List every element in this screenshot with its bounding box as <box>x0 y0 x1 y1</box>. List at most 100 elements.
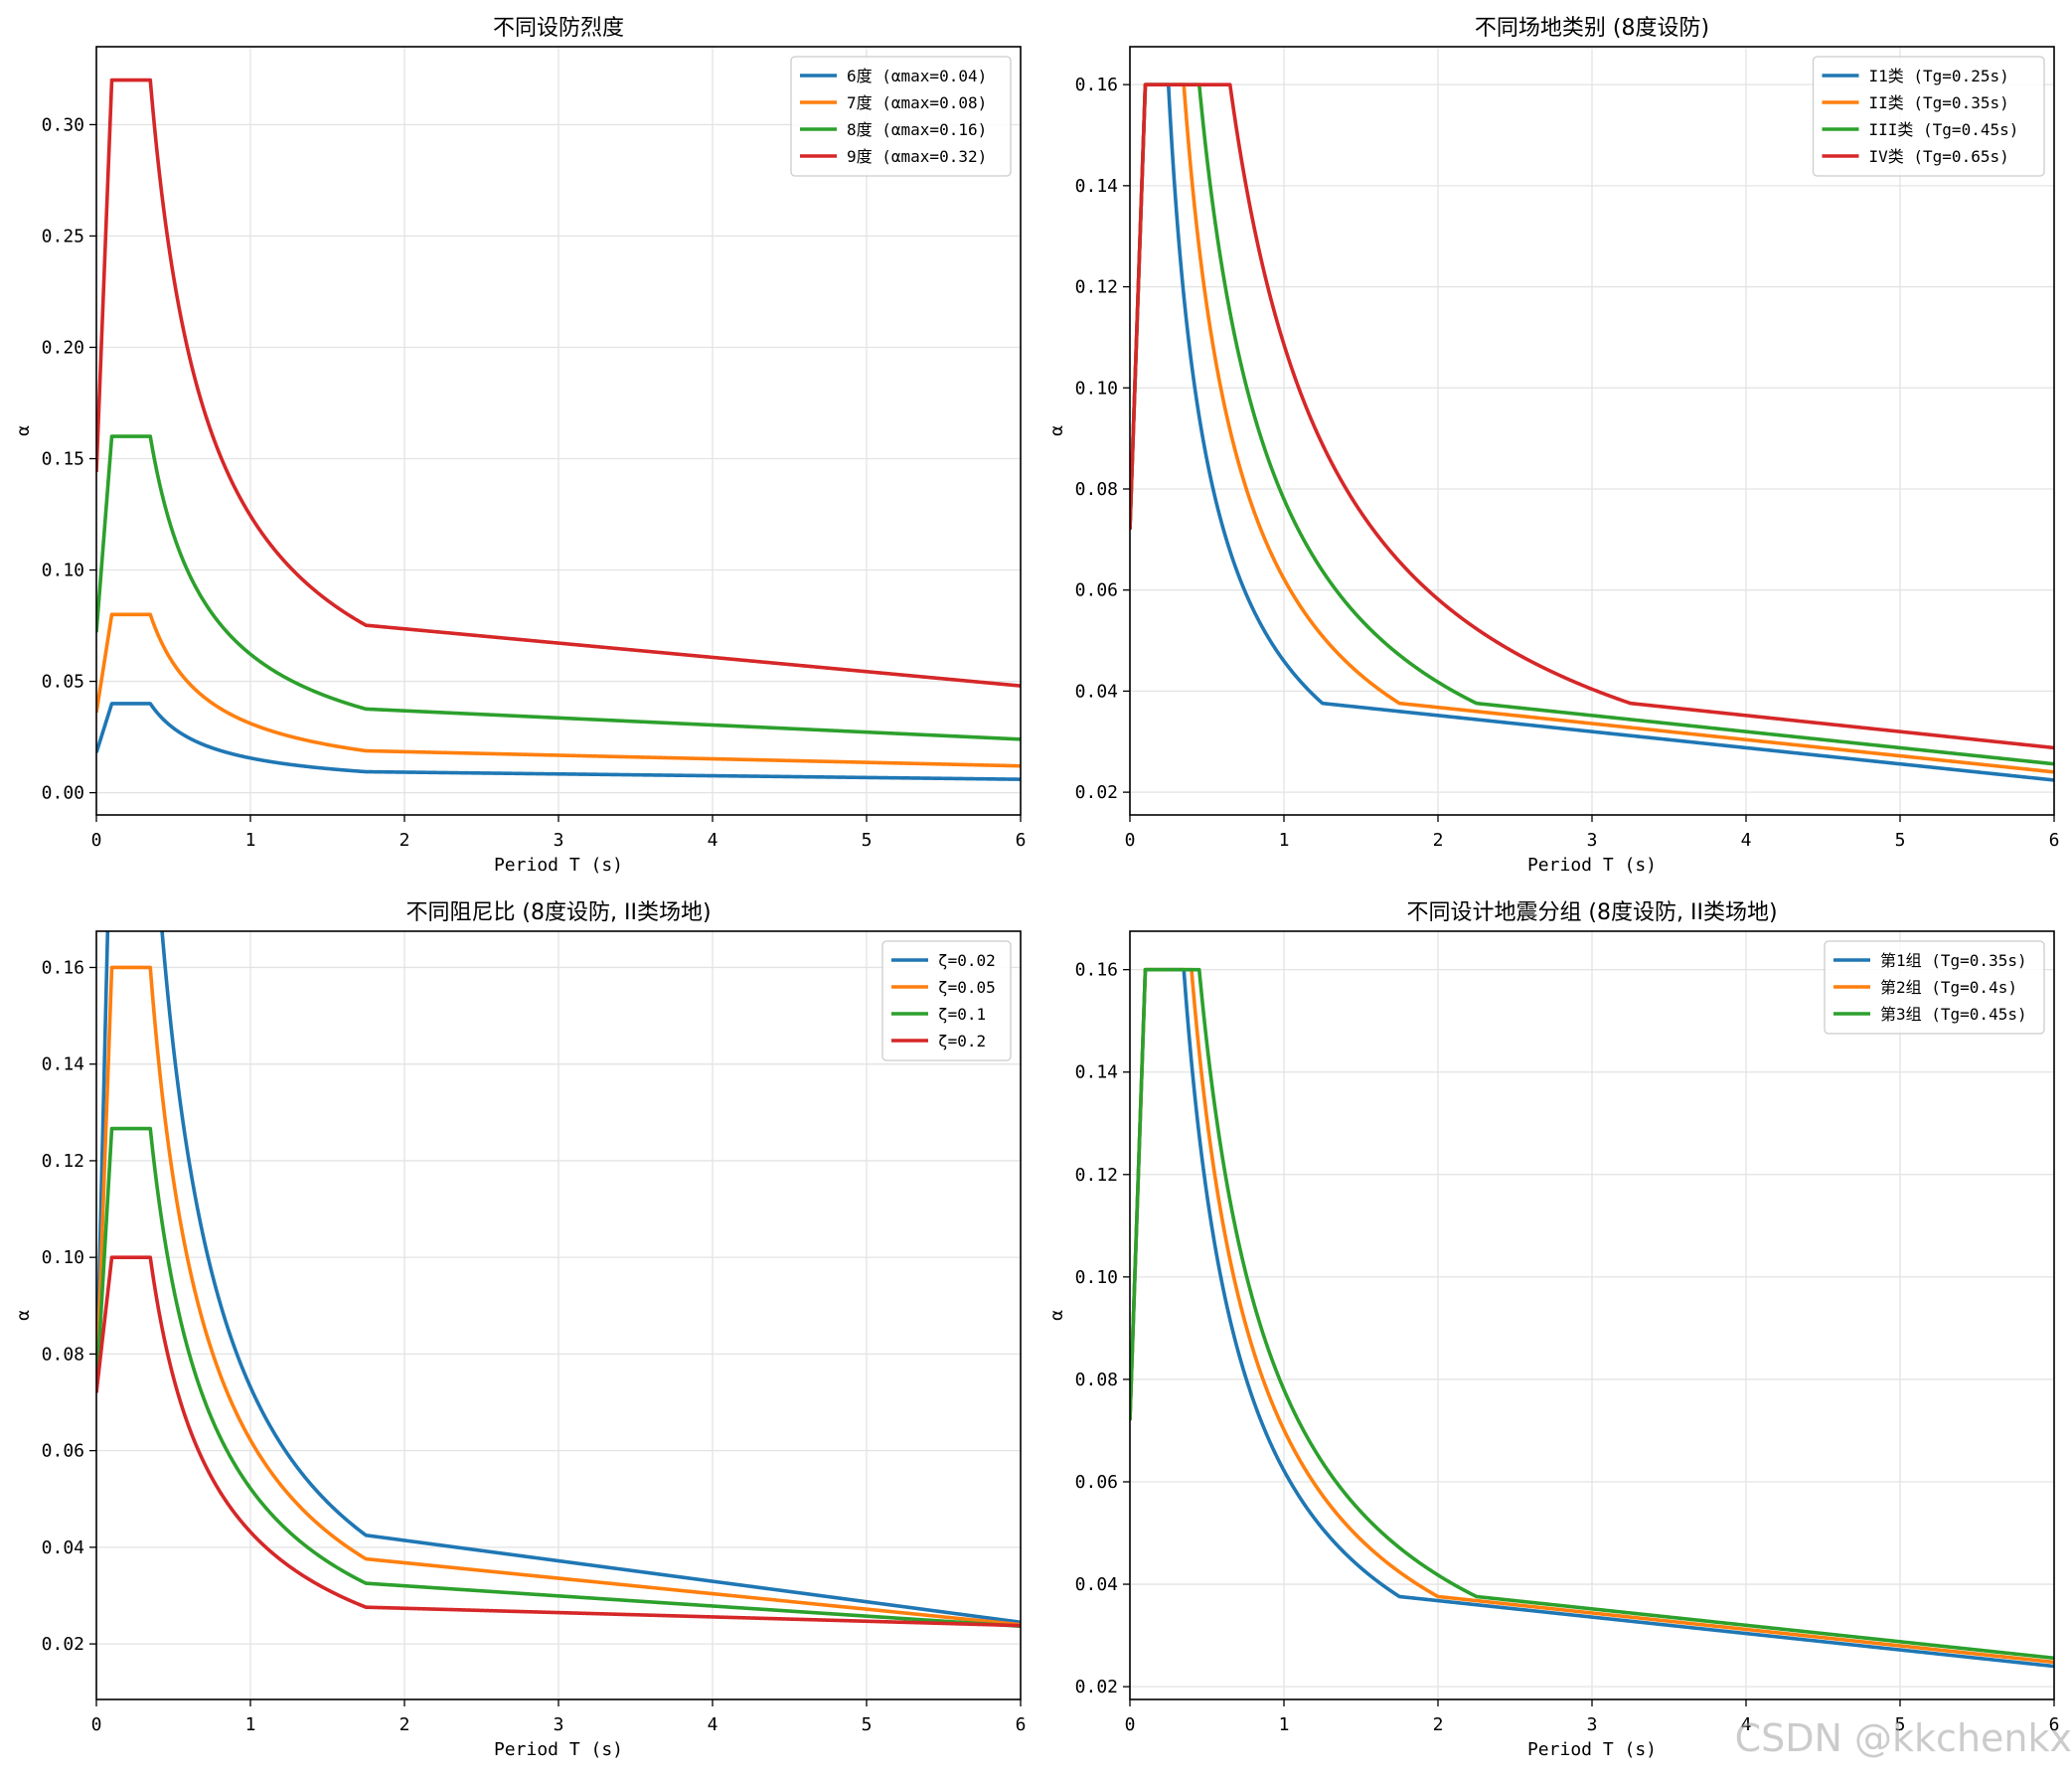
x-axis-label: Period T (s) <box>1527 1739 1657 1760</box>
series-line-4 <box>96 1255 1021 1628</box>
series-line-2 <box>1130 967 2054 1665</box>
y-tick-label: 0.25 <box>42 226 84 246</box>
y-tick-label: 0.00 <box>42 783 84 804</box>
series-line-2 <box>1130 82 2054 774</box>
chart-panel-3: 0 1 2 3 4 5 6 0.02 0.04 0.06 0.08 0.10 0.12 0.14 0.16 不… <box>13 900 1027 1760</box>
series-line-3 <box>96 434 1021 741</box>
legend-box <box>1824 940 2045 1035</box>
series-line-1 <box>1130 967 2054 1669</box>
x-tick-label: 0 <box>1125 1714 1136 1735</box>
x-axis-label: Period T (s) <box>494 1739 623 1760</box>
y-tick-label: 0.16 <box>1075 960 1118 981</box>
chart-panel-1: 0 1 2 3 4 5 6 0.00 0.05 0.10 0.15 0.20 0.25 0.30 不同设防烈… <box>13 16 1026 876</box>
y-tick-label: 0.12 <box>1075 1165 1118 1186</box>
y-tick-label: 0.04 <box>42 1537 84 1558</box>
x-tick-label: 4 <box>1741 1714 1752 1735</box>
x-tick-label: 4 <box>708 830 718 851</box>
x-tick-label: 3 <box>554 1714 564 1735</box>
x-tick-label: 6 <box>1016 1714 1027 1735</box>
y-tick-label: 0.08 <box>42 1344 84 1365</box>
legend-box <box>790 56 1012 177</box>
chart-title: 不同设防烈度 <box>493 16 624 41</box>
x-tick-label: 4 <box>1741 830 1752 851</box>
x-tick-label: 5 <box>862 830 873 851</box>
watermark: CSDN @kkchenkx <box>1734 1716 2072 1760</box>
y-axis-label: α <box>1046 1310 1067 1321</box>
series-line-1 <box>96 702 1021 781</box>
series-line-4 <box>1130 82 2054 750</box>
chart-title: 不同设计地震分组 (8度设防, II类场地) <box>1406 900 1777 925</box>
legend-entry-label: IV类 (Tg=0.65s) <box>1869 147 2009 166</box>
x-tick-label: 6 <box>2049 1714 2060 1735</box>
legend: I1类 (Tg=0.25s) II类 (Tg=0.35s) III类 (Tg=0.4… <box>1812 56 2045 177</box>
legend-entry-label: 第1组 (Tg=0.35s) <box>1880 951 2027 970</box>
series-line-2 <box>96 612 1021 768</box>
x-tick-label: 2 <box>1433 830 1444 851</box>
y-tick-label: 0.16 <box>42 957 84 978</box>
y-tick-label: 0.05 <box>42 672 84 693</box>
y-tick-label: 0.16 <box>1075 75 1118 95</box>
series-line-3 <box>1130 967 2054 1661</box>
y-tick-label: 0.06 <box>1075 1472 1118 1493</box>
legend-entry-label: ζ=0.02 <box>938 951 996 970</box>
x-tick-label: 1 <box>1279 1714 1290 1735</box>
x-tick-label: 5 <box>1895 830 1906 851</box>
legend-entry-label: III类 (Tg=0.45s) <box>1869 120 2019 139</box>
series-line-3 <box>96 1126 1021 1629</box>
legend-entry-label: 8度 (αmax=0.16) <box>847 120 987 139</box>
x-tick-label: 5 <box>1895 1714 1906 1735</box>
x-tick-label: 5 <box>862 1714 873 1735</box>
x-tick-label: 3 <box>554 830 564 851</box>
legend: ζ=0.02 ζ=0.05 ζ=0.1 ζ=0.2 <box>881 940 1012 1061</box>
chart-panel-4: 0 1 2 3 4 5 6 0.02 0.04 0.06 0.08 0.10 0.12 0.14 0.16 不… <box>1046 900 2059 1760</box>
legend-entry-label: ζ=0.1 <box>938 1005 986 1024</box>
y-tick-label: 0.10 <box>1075 1267 1118 1288</box>
y-tick-label: 0.12 <box>42 1151 84 1172</box>
y-tick-label: 0.14 <box>1075 1062 1118 1083</box>
y-tick-label: 0.10 <box>1075 378 1118 399</box>
x-axis-label: Period T (s) <box>494 855 623 876</box>
y-tick-label: 0.10 <box>42 561 84 581</box>
y-tick-label: 0.02 <box>1075 1677 1118 1697</box>
x-tick-label: 3 <box>1587 830 1598 851</box>
legend-box <box>881 940 1012 1061</box>
y-tick-label: 0.06 <box>42 1441 84 1462</box>
series-line-2 <box>96 965 1021 1627</box>
y-axis-label: α <box>1046 425 1067 436</box>
y-tick-label: 0.20 <box>42 337 84 358</box>
x-tick-label: 0 <box>1125 830 1136 851</box>
legend-entry-label: I1类 (Tg=0.25s) <box>1869 67 2009 85</box>
y-tick-label: 0.30 <box>42 114 84 135</box>
series-line-4 <box>96 78 1021 688</box>
legend: 第1组 (Tg=0.35s) 第2组 (Tg=0.4s) 第3组 (Tg=0.45s… <box>1824 940 2045 1035</box>
y-tick-label: 0.14 <box>1075 176 1118 197</box>
y-tick-label: 0.08 <box>1075 479 1118 500</box>
legend: 6度 (αmax=0.04) 7度 (αmax=0.08) 8度 (αmax=0.1… <box>790 56 1012 177</box>
legend-entry-label: 9度 (αmax=0.32) <box>847 147 987 166</box>
y-tick-label: 0.08 <box>1075 1370 1118 1390</box>
y-tick-label: 0.04 <box>1075 681 1118 702</box>
x-tick-label: 3 <box>1587 1714 1598 1735</box>
x-tick-label: 1 <box>245 1714 256 1735</box>
y-axis-label: α <box>13 425 34 436</box>
y-tick-label: 0.06 <box>1075 580 1118 601</box>
y-axis-label: α <box>13 1310 34 1321</box>
x-tick-label: 2 <box>399 830 410 851</box>
x-tick-label: 2 <box>1433 1714 1444 1735</box>
x-tick-label: 6 <box>2049 830 2060 851</box>
y-tick-label: 0.12 <box>1075 277 1118 298</box>
x-tick-label: 2 <box>399 1714 410 1735</box>
chart-title: 不同阻尼比 (8度设防, II类场地) <box>405 900 711 925</box>
x-tick-label: 1 <box>1279 830 1290 851</box>
y-tick-label: 0.15 <box>42 449 84 470</box>
x-tick-label: 0 <box>91 1714 102 1735</box>
y-tick-label: 0.04 <box>1075 1574 1118 1595</box>
chart-title: 不同场地类别 (8度设防) <box>1475 16 1709 41</box>
legend-entry-label: ζ=0.2 <box>938 1032 986 1050</box>
y-tick-label: 0.10 <box>42 1247 84 1268</box>
x-tick-label: 0 <box>91 830 102 851</box>
legend-box <box>1812 56 2045 177</box>
legend-entry-label: 第3组 (Tg=0.45s) <box>1880 1005 2027 1024</box>
